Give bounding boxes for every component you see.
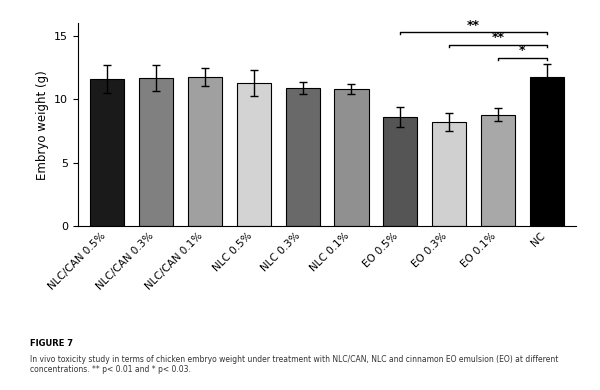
Bar — [383, 117, 418, 226]
Bar — [90, 79, 124, 226]
Text: *: * — [519, 44, 526, 57]
Bar — [334, 89, 368, 226]
Bar — [481, 115, 515, 226]
Text: FIGURE 7: FIGURE 7 — [30, 339, 73, 348]
Bar — [236, 83, 271, 226]
Text: **: ** — [491, 31, 505, 44]
Bar — [432, 122, 466, 226]
Text: **: ** — [467, 19, 480, 32]
Y-axis label: Embryo weight (g): Embryo weight (g) — [36, 70, 49, 180]
Bar — [530, 76, 564, 226]
Bar — [139, 78, 173, 226]
Text: In vivo toxicity study in terms of chicken embryo weight under treatment with NL: In vivo toxicity study in terms of chick… — [30, 355, 559, 374]
Bar — [286, 88, 320, 226]
Bar — [188, 76, 222, 226]
